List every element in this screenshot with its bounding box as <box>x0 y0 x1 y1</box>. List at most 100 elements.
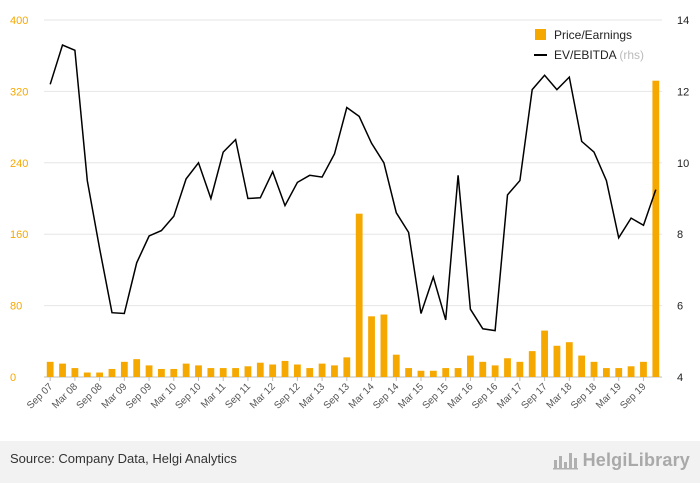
right-axis-tick-label: 10 <box>677 158 689 170</box>
legend-swatch-bar <box>535 29 546 40</box>
bar-series <box>46 80 660 377</box>
grid-lines <box>44 19 662 378</box>
bar-Sep-10 <box>195 365 202 377</box>
bar-Sep-14 <box>392 354 400 377</box>
x-axis-tick-label: Mar 18 <box>545 381 575 411</box>
bar-Dec-18 <box>602 368 610 377</box>
bar-Sep-07 <box>46 361 54 377</box>
legend-label-ev-ebitda: EV/EBITDA (rhs) <box>554 48 644 62</box>
x-axis-tick-label: Sep 17 <box>520 381 550 411</box>
left-axis-ticks: 0 80 160 240 320 400 <box>10 15 28 384</box>
left-axis-tick-label: 400 <box>10 15 28 27</box>
left-axis-tick-label: 240 <box>10 158 28 170</box>
bar-Jun-17 <box>528 351 536 377</box>
bar-Dec-12 <box>306 368 314 377</box>
bar-Dec-15 <box>454 368 462 377</box>
bar-Dec-17 <box>553 345 561 377</box>
ev-ebitda-line <box>49 43 657 332</box>
bar-Mar-18 <box>565 342 573 377</box>
bar-Dec-19 <box>652 80 660 377</box>
x-axis-tick-label: Sep 13 <box>322 381 352 411</box>
x-axis-tick-label: Sep 14 <box>371 381 401 411</box>
bar-Jun-12 <box>281 360 289 377</box>
bar-Sep-16 <box>491 365 499 377</box>
x-axis-tick-label: Sep 08 <box>75 381 105 411</box>
bar-Mar-10 <box>170 368 178 377</box>
bar-Dec-09 <box>158 368 165 377</box>
bar-Dec-14 <box>405 368 413 377</box>
x-axis-tick-label: Sep 10 <box>173 381 203 411</box>
bar-Jun-11 <box>232 368 239 377</box>
x-axis-tick-label: Mar 08 <box>50 381 80 411</box>
legend: Price/Earnings EV/EBITDA (rhs) <box>534 28 644 62</box>
bar-Mar-16 <box>467 355 474 377</box>
bar-Mar-13 <box>318 363 326 377</box>
bar-Mar-17 <box>516 361 524 377</box>
x-axis-tick-label: Sep 19 <box>618 381 648 411</box>
bar-Jun-19 <box>627 366 635 377</box>
footer-bar <box>0 441 700 483</box>
bar-Jun-14 <box>380 314 388 377</box>
bar-Sep-19 <box>640 361 647 377</box>
bar-Mar-12 <box>269 364 277 377</box>
left-axis-tick-label: 160 <box>10 229 28 241</box>
bar-Dec-11 <box>256 362 264 377</box>
bar-Jun-10 <box>182 363 190 377</box>
bar-Sep-13 <box>343 357 351 377</box>
bar-Jun-16 <box>479 361 487 377</box>
legend-label-rhs: (rhs) <box>619 48 644 62</box>
legend-label-price-earnings: Price/Earnings <box>554 28 632 42</box>
x-axis-tick-label: Mar 13 <box>297 381 327 411</box>
bar-Dec-10 <box>207 368 215 377</box>
x-axis-tick-label: Mar 12 <box>248 381 278 411</box>
bar-Sep-18 <box>590 361 598 377</box>
bar-Dec-13 <box>355 213 363 377</box>
left-axis-tick-label: 320 <box>10 86 28 98</box>
x-axis-tick-label: Mar 17 <box>495 381 525 411</box>
x-axis-tick-label: Mar 19 <box>594 381 624 411</box>
bar-Sep-15 <box>442 368 450 377</box>
left-axis-tick-label: 0 <box>10 372 16 384</box>
x-axis-tick-label: Sep 07 <box>25 381 55 411</box>
bar-Dec-16 <box>504 358 511 377</box>
right-axis-tick-label: 12 <box>677 86 689 98</box>
right-axis-tick-label: 14 <box>677 15 689 27</box>
logo-text: HelgiLibrary <box>582 449 690 470</box>
bar-Jun-08 <box>83 372 91 377</box>
bar-Sep-11 <box>244 366 252 377</box>
x-axis-tick-label: Sep 16 <box>470 381 500 411</box>
bar-Mar-11 <box>219 368 227 377</box>
x-axis-tick-label: Sep 11 <box>223 381 253 411</box>
x-axis-tick-label: Sep 09 <box>124 381 154 411</box>
x-axis-tick-label: Sep 18 <box>569 381 599 411</box>
bar-Jun-15 <box>429 370 437 377</box>
x-axis-tick-label: Mar 16 <box>446 381 476 411</box>
bar-Jun-09 <box>133 359 141 377</box>
bar-Sep-09 <box>145 365 153 377</box>
bar-Jun-18 <box>578 355 586 377</box>
x-axis-tick-label: Mar 10 <box>149 381 179 411</box>
right-axis-ticks: 4 6 8 10 12 14 <box>677 15 689 384</box>
right-axis-tick-label: 4 <box>677 372 683 384</box>
x-axis-tick-label: Mar 09 <box>100 381 130 411</box>
bar-Sep-08 <box>96 372 104 377</box>
x-axis-tick-label: Mar 14 <box>347 381 377 411</box>
x-axis-tick-label: Sep 15 <box>421 381 451 411</box>
bar-Mar-09 <box>120 361 128 377</box>
x-axis-tick-label: Sep 12 <box>272 381 302 411</box>
bar-Mar-08 <box>71 368 79 377</box>
bar-Mar-14 <box>368 316 375 377</box>
x-axis-tick-label: Mar 15 <box>396 381 426 411</box>
logo: HelgiLibrary <box>552 448 690 472</box>
bar-Dec-07 <box>59 363 66 377</box>
helgi-bars-logo-icon <box>552 453 578 470</box>
bar-Jun-13 <box>331 365 338 377</box>
bar-Mar-15 <box>417 370 425 377</box>
source-text: Source: Company Data, Helgi Analytics <box>10 451 237 466</box>
left-axis-tick-label: 80 <box>10 301 22 313</box>
bar-Dec-08 <box>108 368 116 377</box>
right-axis-tick-label: 6 <box>677 301 683 313</box>
right-axis-tick-label: 8 <box>677 229 683 241</box>
